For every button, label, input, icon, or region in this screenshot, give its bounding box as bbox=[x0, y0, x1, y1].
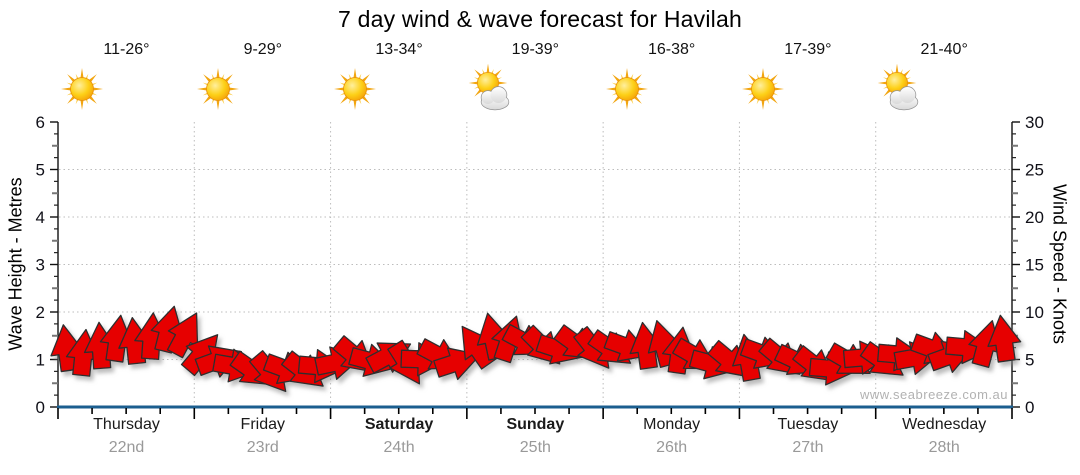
day-name: Thursday bbox=[93, 416, 160, 433]
day-label: Wednesday 28th bbox=[876, 416, 1013, 457]
day-label: Tuesday 27th bbox=[739, 416, 876, 457]
svg-text:5: 5 bbox=[36, 161, 45, 180]
svg-text:4: 4 bbox=[36, 208, 45, 227]
temperature-range: 17-39° bbox=[784, 41, 832, 58]
day-date: 25th bbox=[519, 439, 551, 456]
temperature-range: 21-40° bbox=[920, 41, 968, 58]
day-label: Friday 23rd bbox=[194, 416, 331, 457]
sun-icon bbox=[194, 64, 331, 114]
svg-text:1: 1 bbox=[36, 351, 45, 370]
svg-text:30: 30 bbox=[1025, 113, 1044, 132]
temperature-range: 11-26° bbox=[103, 41, 150, 58]
sun-icon bbox=[603, 64, 740, 114]
svg-text:0: 0 bbox=[36, 398, 45, 417]
day-name: Saturday bbox=[364, 416, 434, 433]
svg-text:0: 0 bbox=[1025, 398, 1034, 417]
wind-arrows bbox=[50, 305, 1022, 393]
day-name: Wednesday bbox=[902, 416, 987, 433]
svg-text:6: 6 bbox=[36, 113, 45, 132]
day-date: 26th bbox=[656, 439, 688, 456]
temperature-range: 19-39° bbox=[511, 41, 559, 58]
svg-text:20: 20 bbox=[1025, 208, 1044, 227]
day-date: 24th bbox=[383, 439, 415, 456]
day-date: 23rd bbox=[246, 439, 279, 456]
sun-icon bbox=[739, 64, 876, 114]
temperature-range: 9-29° bbox=[243, 41, 282, 58]
svg-text:3: 3 bbox=[36, 256, 45, 275]
sun-icon bbox=[58, 64, 195, 114]
svg-text:25: 25 bbox=[1025, 161, 1044, 180]
wind-arrow bbox=[166, 312, 199, 359]
day-labels-row: Thursday 22nd Friday 23rd Saturday 24th Sunday… bbox=[58, 416, 1012, 466]
chart-title: 7 day wind & wave forecast for Havilah bbox=[338, 6, 742, 32]
day-name: Tuesday bbox=[777, 416, 839, 433]
sun-icon bbox=[331, 64, 468, 114]
day-name: Monday bbox=[643, 416, 701, 433]
svg-text:2: 2 bbox=[36, 303, 45, 322]
svg-text:10: 10 bbox=[1025, 303, 1044, 322]
svg-text:15: 15 bbox=[1025, 256, 1044, 275]
day-label: Thursday 22nd bbox=[58, 416, 195, 457]
day-date: 27th bbox=[792, 439, 824, 456]
weather-icons-row bbox=[58, 64, 1012, 114]
day-label: Saturday 24th bbox=[331, 416, 468, 457]
temperature-row: 11-26° 9-29° 13-34° 19-39° 16-38° 17-39° 21-40… bbox=[58, 41, 1012, 65]
temperature-range: 13-34° bbox=[375, 41, 423, 58]
day-name: Friday bbox=[240, 416, 285, 433]
day-label: Sunday 25th bbox=[467, 416, 604, 457]
day-label: Monday 26th bbox=[603, 416, 740, 457]
wind-arrow bbox=[987, 314, 1022, 363]
day-name: Sunday bbox=[506, 416, 565, 433]
sun-cloud-icon bbox=[467, 64, 604, 114]
day-date: 22nd bbox=[108, 439, 145, 456]
svg-text:5: 5 bbox=[1025, 351, 1034, 370]
day-date: 28th bbox=[928, 439, 960, 456]
watermark: www.seabreeze.com.au bbox=[859, 387, 1008, 402]
temperature-range: 16-38° bbox=[647, 41, 696, 58]
sun-cloud-icon bbox=[876, 64, 1013, 114]
